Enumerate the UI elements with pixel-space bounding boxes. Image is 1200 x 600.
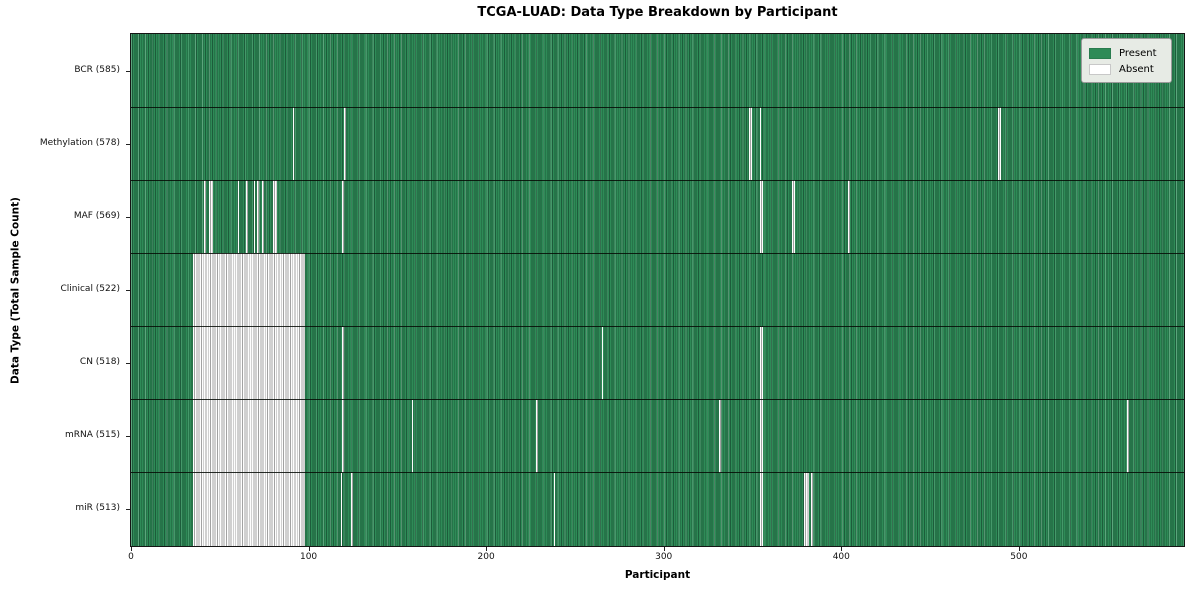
x-tick-label: 200: [477, 552, 495, 562]
row-separator: [131, 252, 1184, 254]
x-tick-mark: [131, 547, 132, 551]
absent-segment: [1127, 399, 1129, 473]
y-tick-mark: [126, 143, 130, 145]
y-tick-label: mRNA (515): [65, 430, 120, 441]
x-tick-label: 400: [832, 552, 850, 562]
row-separator: [131, 179, 1184, 181]
absent-segment: [848, 180, 851, 254]
row-separator: [131, 399, 1184, 401]
absent-segment: [342, 399, 345, 473]
absent-segment: [351, 472, 353, 546]
heatmap-row: [131, 472, 1184, 546]
absent-segment: [535, 399, 538, 473]
absent-segment: [718, 399, 721, 473]
absent-segment: [342, 180, 345, 254]
y-tick-mark: [126, 216, 130, 218]
absent-segment: [193, 472, 305, 546]
absent-segment: [209, 180, 213, 254]
absent-segment: [759, 472, 764, 546]
absent-segment: [759, 326, 764, 400]
absent-segment: [193, 253, 305, 327]
x-tick-label: 100: [299, 552, 318, 562]
absent-segment: [253, 180, 256, 254]
heatmap-row: [131, 107, 1184, 181]
absent-segment: [803, 472, 810, 546]
y-tick-label: BCR (585): [74, 64, 120, 75]
legend-label: Absent: [1119, 63, 1154, 75]
y-tick-label: miR (513): [75, 503, 120, 514]
chart-title: TCGA-LUAD: Data Type Breakdown by Partic…: [477, 5, 838, 20]
absent-segment: [411, 399, 414, 473]
heatmap-row: [131, 326, 1184, 400]
heatmap-row: [131, 253, 1184, 327]
absent-segment: [759, 399, 764, 473]
heatmap-row: [131, 399, 1184, 473]
x-tick-label: 0: [128, 552, 134, 562]
absent-segment: [193, 326, 305, 400]
absent-segment: [262, 180, 265, 254]
absent-segment: [759, 180, 764, 254]
absent-segment: [748, 107, 753, 181]
absent-segment: [601, 326, 604, 400]
heatmap-row: [131, 180, 1184, 254]
absent-segment: [292, 107, 295, 181]
absent-segment: [237, 180, 240, 254]
y-tick-mark: [126, 363, 130, 365]
y-tick-mark: [126, 70, 130, 72]
x-tick-mark: [663, 547, 665, 551]
legend-label: Present: [1119, 47, 1157, 59]
absent-segment: [257, 180, 259, 254]
absent-segment: [553, 472, 556, 546]
x-tick-mark: [841, 547, 843, 551]
plot-area: [130, 33, 1185, 547]
y-tick-label: MAF (569): [73, 210, 120, 221]
y-tick-label: Methylation (578): [39, 137, 120, 148]
absent-segment: [246, 180, 249, 254]
heatmap-row: [131, 34, 1184, 108]
legend-item-present: Present: [1089, 45, 1163, 61]
x-tick-label: 500: [1010, 552, 1028, 562]
absent-swatch-icon: [1089, 63, 1111, 75]
absent-segment: [997, 107, 1002, 181]
absent-segment: [759, 107, 762, 181]
absent-segment: [273, 180, 277, 254]
x-axis-label: Participant: [624, 569, 691, 581]
absent-segment: [340, 472, 343, 546]
absent-segment: [344, 107, 346, 181]
row-separator: [131, 106, 1184, 108]
x-tick-mark: [308, 547, 310, 551]
absent-segment: [811, 472, 813, 546]
legend: Present Absent: [1081, 38, 1172, 83]
x-tick-mark: [486, 547, 488, 551]
absent-segment: [342, 326, 345, 400]
absent-segment: [193, 399, 305, 473]
legend-item-absent: Absent: [1089, 61, 1163, 77]
y-tick-mark: [126, 509, 130, 511]
y-tick-label: Clinical (522): [60, 284, 120, 294]
y-tick-mark: [126, 436, 130, 438]
absent-segment: [203, 180, 206, 254]
row-separator: [131, 326, 1184, 328]
x-tick-label: 300: [655, 552, 673, 562]
x-tick-mark: [1018, 547, 1020, 551]
y-tick-label: CN (518): [79, 357, 120, 368]
present-swatch-icon: [1089, 47, 1111, 59]
absent-segment: [791, 180, 796, 254]
y-tick-mark: [126, 290, 130, 291]
row-separator: [131, 472, 1184, 474]
